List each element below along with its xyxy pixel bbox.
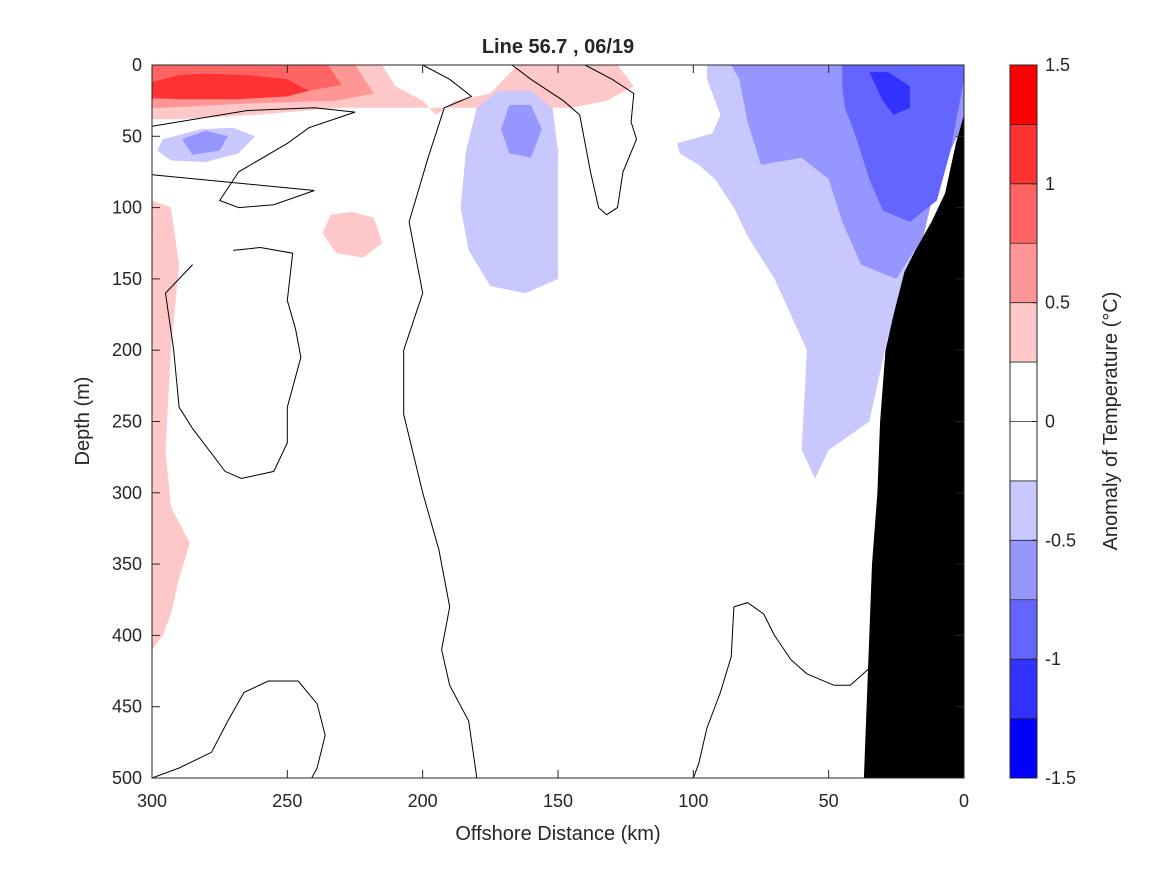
contour-fill-warm-0.25 <box>322 211 383 258</box>
x-tick-label: 50 <box>819 791 839 811</box>
zero-contour-line <box>164 246 302 480</box>
x-tick-label: 0 <box>959 791 969 811</box>
contour-fill-layer <box>152 65 964 650</box>
y-tick-label: 400 <box>112 625 142 645</box>
contour-fill-warm-0.25 <box>152 200 190 650</box>
colorbar-segment <box>1010 718 1037 778</box>
x-tick-label: 150 <box>543 791 573 811</box>
zero-contour-line <box>152 680 326 778</box>
colorbar-segment <box>1010 421 1037 481</box>
y-tick-label: 0 <box>132 55 142 75</box>
colorbar-tick-label: 0.5 <box>1045 293 1070 313</box>
colorbar-tick-label: 0 <box>1045 412 1055 432</box>
colorbar-segments <box>1010 65 1037 778</box>
y-tick-label: 300 <box>112 483 142 503</box>
land-mask <box>863 114 964 778</box>
plot-area: 300 250 200 150 100 50 0 050100150200250300350… <box>112 55 969 811</box>
colorbar-segment <box>1010 65 1037 125</box>
y-tick-label: 350 <box>112 554 142 574</box>
colorbar-segment <box>1010 480 1037 541</box>
colorbar-segment <box>1010 540 1037 600</box>
colorbar-tick-label: -1.5 <box>1045 768 1076 788</box>
x-axis-title: Offshore Distance (km) <box>455 823 660 845</box>
contour-fill-cool-0.5 <box>181 130 228 155</box>
y-tick-label: 100 <box>112 198 142 218</box>
zero-contour-line <box>476 65 638 216</box>
colorbar-segment <box>1010 599 1037 660</box>
colorbar: 1.5 1 0.5 0 -0.5 -1 -1.5 <box>1009 55 1076 788</box>
colorbar-tick-label: 1.5 <box>1045 55 1070 75</box>
x-axis: 300 250 200 150 100 50 0 <box>137 65 969 811</box>
y-tick-label: 450 <box>112 697 142 717</box>
y-axis-title: Depth (m) <box>72 377 94 466</box>
y-axis: 0 50 100 150 200 250 300 350 400 450 500 <box>112 55 964 788</box>
colorbar-segment <box>1010 243 1037 303</box>
colorbar-tick-label: 1 <box>1045 174 1055 194</box>
contour-fill-cool-0.75 <box>842 65 964 222</box>
colorbar-tick-label: -0.5 <box>1045 530 1076 550</box>
y-tick-label: 150 <box>112 269 142 289</box>
y-tick-label: 200 <box>112 340 142 360</box>
y-tick-label: 50 <box>122 126 142 146</box>
colorbar-tick-label: -1 <box>1045 649 1061 669</box>
contour-fill-warm-1.0 <box>152 73 309 100</box>
zero-contour-line <box>692 595 897 778</box>
contour-fill-cool-0.5 <box>501 104 542 158</box>
y-tick-label: 500 <box>112 768 142 788</box>
y-tick-label: 250 <box>112 412 142 432</box>
zero-contour-line <box>403 65 478 778</box>
zero-contour-layer <box>152 65 897 778</box>
chart-title: Line 56.7 , 06/19 <box>482 36 634 58</box>
contour-fill-cool-1.0 <box>869 72 910 115</box>
colorbar-segment <box>1010 124 1037 184</box>
colorbar-segment <box>1010 183 1037 244</box>
colorbar-label: Anomaly of Temperature (°C) <box>1100 292 1122 551</box>
colorbar-segment <box>1010 362 1037 422</box>
land-mask-layer <box>863 114 964 778</box>
x-tick-label: 100 <box>678 791 708 811</box>
colorbar-segment <box>1010 302 1037 363</box>
zero-contour-line <box>152 107 356 209</box>
x-tick-label: 200 <box>408 791 438 811</box>
x-tick-label: 250 <box>272 791 302 811</box>
x-tick-label: 300 <box>137 791 167 811</box>
colorbar-ticks: 1.5 1 0.5 0 -0.5 -1 -1.5 <box>1032 55 1076 788</box>
colorbar-segment <box>1010 659 1037 719</box>
